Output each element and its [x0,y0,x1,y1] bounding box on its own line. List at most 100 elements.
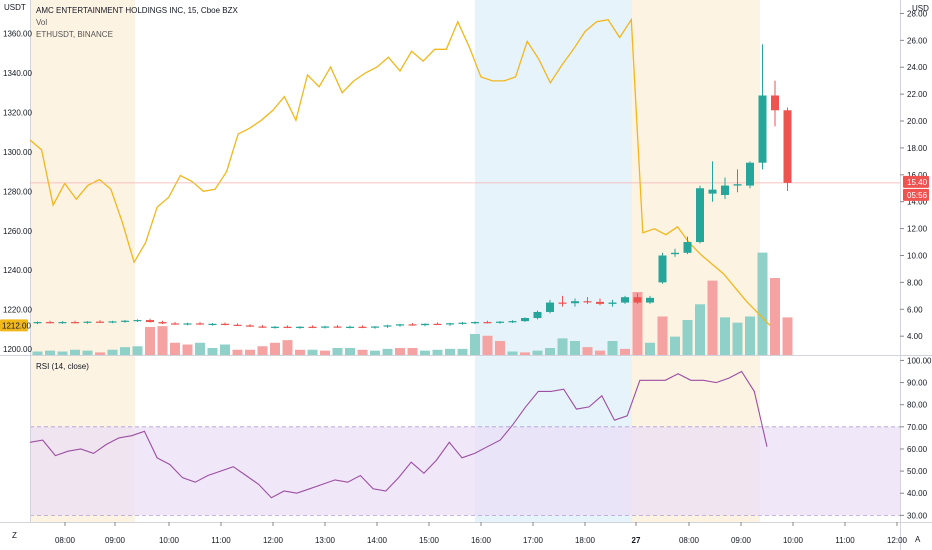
candle-body [646,297,654,303]
volume-bar [357,349,368,355]
rsi-band [30,426,900,516]
volume-bar [70,349,80,355]
volume-bar [657,316,668,355]
volume-bar [507,351,518,355]
rsi-legend[interactable]: RSI (14, close) [36,362,89,371]
candle-body [596,301,604,304]
candle-body [71,322,79,324]
volume-bar [695,304,705,355]
volume-bar [107,349,118,355]
volume-bar [557,338,568,355]
candle-body [758,95,767,163]
rsi-tick-label: 90.00 [907,379,928,388]
candle-body [221,323,229,326]
volume-bar [220,344,230,355]
candle-body [621,297,629,303]
auto-scale-icon[interactable]: A [915,535,921,544]
volume-bar [432,349,443,355]
volume-bar [445,348,455,355]
candle-body [271,326,279,328]
volume-bar [82,350,93,355]
candle-body [358,326,367,328]
x-tick-label: 11:00 [211,536,231,545]
candle-body [546,302,554,312]
candle-body [683,242,692,253]
volume-bar [782,317,793,355]
rsi-tick-label: 30.00 [907,511,928,520]
volume-bar [720,317,730,355]
volume-bar [270,342,280,355]
candle-body [396,324,404,326]
volume-bar [370,350,380,355]
candle-body [258,326,267,328]
candle-body [333,326,342,328]
x-tick-label: 09:00 [105,536,126,545]
candle-body [708,189,717,194]
overlay-tick-label: 1340.00 [3,69,32,78]
candle-body [233,324,242,326]
price-tick-label: 28.00 [907,9,928,18]
volume-bar [207,348,218,355]
volume-bar [670,336,680,355]
candle-body [733,184,742,186]
symbol-badge-text: USDT [4,3,26,12]
candle-body [321,326,329,328]
candle-body [421,323,429,326]
volume-bar [32,351,43,355]
candle-body [446,323,454,325]
symbol-title[interactable]: AMC ENTERTAINMENT HOLDINGS INC, 15, Cboe… [36,6,238,15]
symbol-badge[interactable]: USDT [4,3,26,12]
candle-body [96,321,104,323]
x-tick-label: 08:00 [679,536,700,545]
volume-bar [195,342,205,355]
volume-bar [257,346,268,355]
x-tick-label: 14:00 [367,536,388,545]
volume-bar [282,340,293,355]
price-tick-label: 26.00 [907,36,928,45]
candle-body [458,322,467,324]
volume-bar [607,341,618,355]
candle-body [146,320,154,323]
candle-body [383,325,392,327]
timezone-z-icon[interactable]: Z [12,531,17,540]
price-tick-label: 12.00 [907,225,928,234]
price-tick-label: 10.00 [907,251,928,260]
x-tick-label: 08:00 [55,536,76,545]
volume-bar [332,348,343,355]
candle-body [33,322,42,324]
volume-label[interactable]: Vol [36,18,48,27]
volume-bar [570,341,580,355]
overlay-tick-label: 1300.00 [3,148,32,157]
price-tick-label: 24.00 [907,63,928,72]
x-tick-label: 16:00 [471,536,492,545]
volume-bar [232,349,243,355]
rsi-tick-label: 50.00 [907,467,928,476]
candle-body [508,321,517,323]
x-tick-label: 18:00 [575,536,596,545]
x-tick-label: 10:00 [783,536,804,545]
volume-bar [95,352,105,355]
candle-body [671,252,679,255]
overlay-tick-label: 1260.00 [3,227,32,236]
volume-bar [457,348,468,355]
overlay-label[interactable]: ETHUSDT, BINANCE [36,30,113,39]
overlay-tick-label: 1240.00 [3,266,32,275]
volume-bar [682,320,693,355]
candle-body [771,95,779,111]
currency-label[interactable]: USD [912,4,929,13]
candle-body [583,301,592,303]
candle-body [58,322,67,324]
volume-bar [420,350,430,355]
candle-body [658,255,667,283]
countdown-badge [903,188,929,201]
volume-bar [770,278,780,355]
volume-bar [157,326,168,355]
price-tick-label: 16.00 [907,171,928,180]
candle-body [533,311,542,319]
candle-body [783,110,792,183]
price-tick-label: 8.00 [907,278,923,287]
overlay-tick-label: 1320.00 [3,108,32,117]
price-tick-label: 14.00 [907,198,928,207]
overlay-tick-label: 1360.00 [3,30,32,39]
